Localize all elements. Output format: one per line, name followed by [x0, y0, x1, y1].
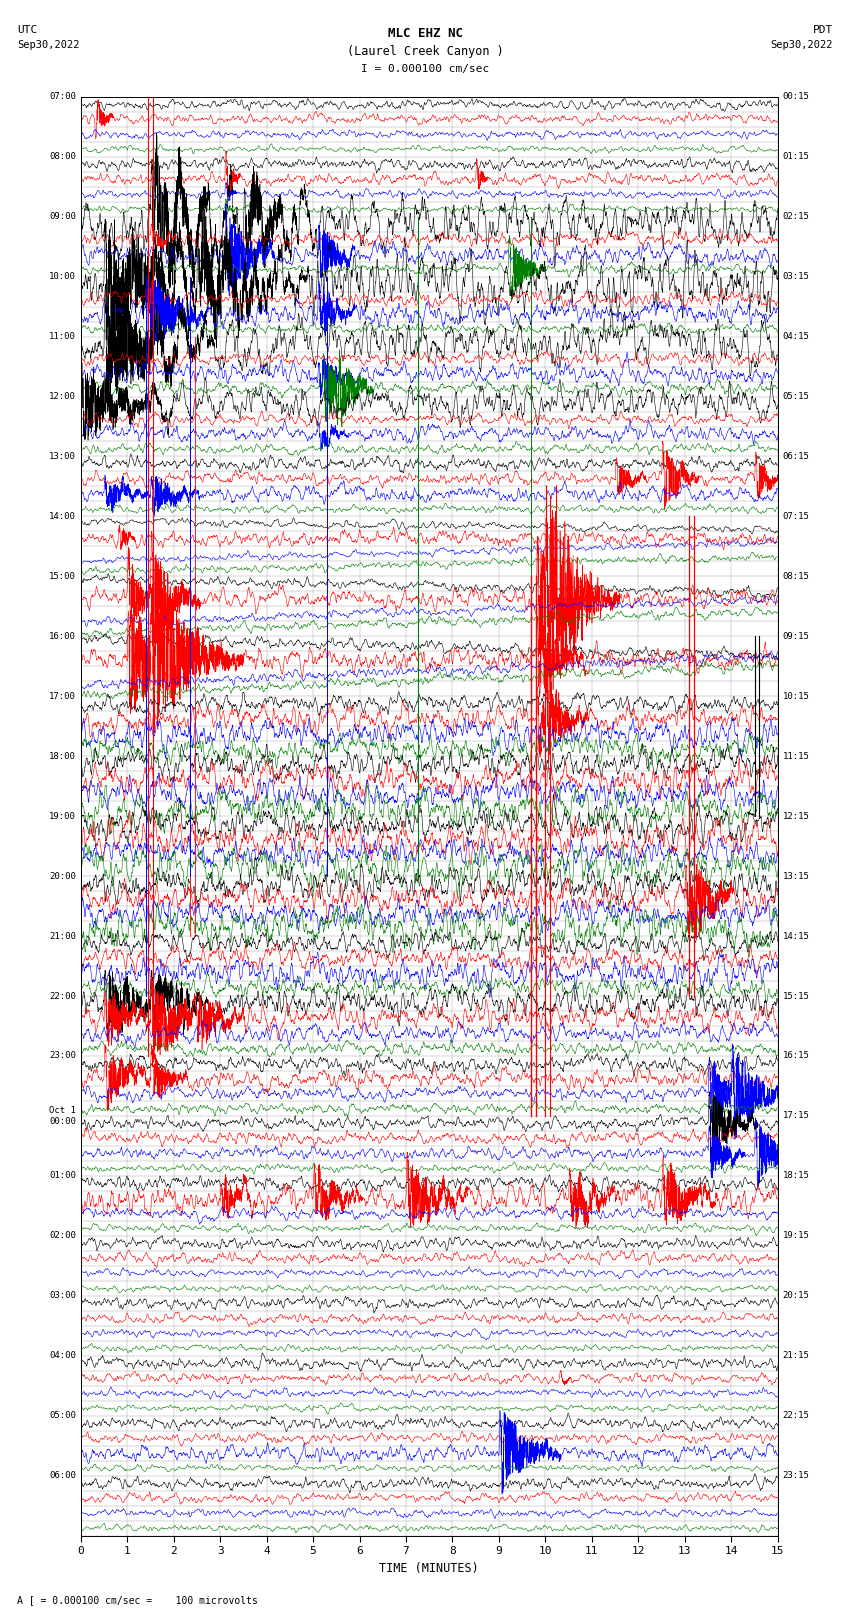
Text: 07:15: 07:15: [783, 511, 809, 521]
Text: 09:00: 09:00: [49, 213, 76, 221]
Text: 16:00: 16:00: [49, 632, 76, 640]
Text: 23:00: 23:00: [49, 1052, 76, 1060]
Text: 22:00: 22:00: [49, 992, 76, 1000]
Text: 08:15: 08:15: [783, 573, 809, 581]
Text: 21:00: 21:00: [49, 932, 76, 940]
Text: 10:15: 10:15: [783, 692, 809, 700]
Text: 22:15: 22:15: [783, 1411, 809, 1419]
Text: 13:00: 13:00: [49, 452, 76, 461]
X-axis label: TIME (MINUTES): TIME (MINUTES): [379, 1561, 479, 1574]
Text: 08:00: 08:00: [49, 152, 76, 161]
Text: 06:15: 06:15: [783, 452, 809, 461]
Text: 15:00: 15:00: [49, 573, 76, 581]
Text: 01:00: 01:00: [49, 1171, 76, 1181]
Text: Sep30,2022: Sep30,2022: [770, 40, 833, 50]
Text: 21:15: 21:15: [783, 1352, 809, 1360]
Text: 04:15: 04:15: [783, 332, 809, 340]
Text: 19:00: 19:00: [49, 811, 76, 821]
Text: 06:00: 06:00: [49, 1471, 76, 1481]
Text: UTC: UTC: [17, 26, 37, 35]
Text: 17:00: 17:00: [49, 692, 76, 700]
Text: 05:15: 05:15: [783, 392, 809, 402]
Text: 02:00: 02:00: [49, 1231, 76, 1240]
Text: 14:15: 14:15: [783, 932, 809, 940]
Text: 12:15: 12:15: [783, 811, 809, 821]
Text: (Laurel Creek Canyon ): (Laurel Creek Canyon ): [347, 45, 503, 58]
Text: 16:15: 16:15: [783, 1052, 809, 1060]
Text: 09:15: 09:15: [783, 632, 809, 640]
Text: 18:15: 18:15: [783, 1171, 809, 1181]
Text: 13:15: 13:15: [783, 871, 809, 881]
Text: 18:00: 18:00: [49, 752, 76, 761]
Text: 03:15: 03:15: [783, 273, 809, 281]
Text: 11:15: 11:15: [783, 752, 809, 761]
Text: 07:00: 07:00: [49, 92, 76, 102]
Text: 05:00: 05:00: [49, 1411, 76, 1419]
Text: A [ = 0.000100 cm/sec =    100 microvolts: A [ = 0.000100 cm/sec = 100 microvolts: [17, 1595, 258, 1605]
Text: PDT: PDT: [813, 26, 833, 35]
Text: 03:00: 03:00: [49, 1292, 76, 1300]
Text: Sep30,2022: Sep30,2022: [17, 40, 80, 50]
Text: I = 0.000100 cm/sec: I = 0.000100 cm/sec: [361, 65, 489, 74]
Text: 12:00: 12:00: [49, 392, 76, 402]
Text: Oct 1
00:00: Oct 1 00:00: [49, 1107, 76, 1126]
Text: 20:00: 20:00: [49, 871, 76, 881]
Text: 19:15: 19:15: [783, 1231, 809, 1240]
Text: 14:00: 14:00: [49, 511, 76, 521]
Text: 11:00: 11:00: [49, 332, 76, 340]
Text: 15:15: 15:15: [783, 992, 809, 1000]
Text: 00:15: 00:15: [783, 92, 809, 102]
Text: 17:15: 17:15: [783, 1111, 809, 1121]
Text: MLC EHZ NC: MLC EHZ NC: [388, 27, 462, 40]
Text: 10:00: 10:00: [49, 273, 76, 281]
Text: 01:15: 01:15: [783, 152, 809, 161]
Text: 04:00: 04:00: [49, 1352, 76, 1360]
Text: 02:15: 02:15: [783, 213, 809, 221]
Text: 20:15: 20:15: [783, 1292, 809, 1300]
Text: 23:15: 23:15: [783, 1471, 809, 1481]
